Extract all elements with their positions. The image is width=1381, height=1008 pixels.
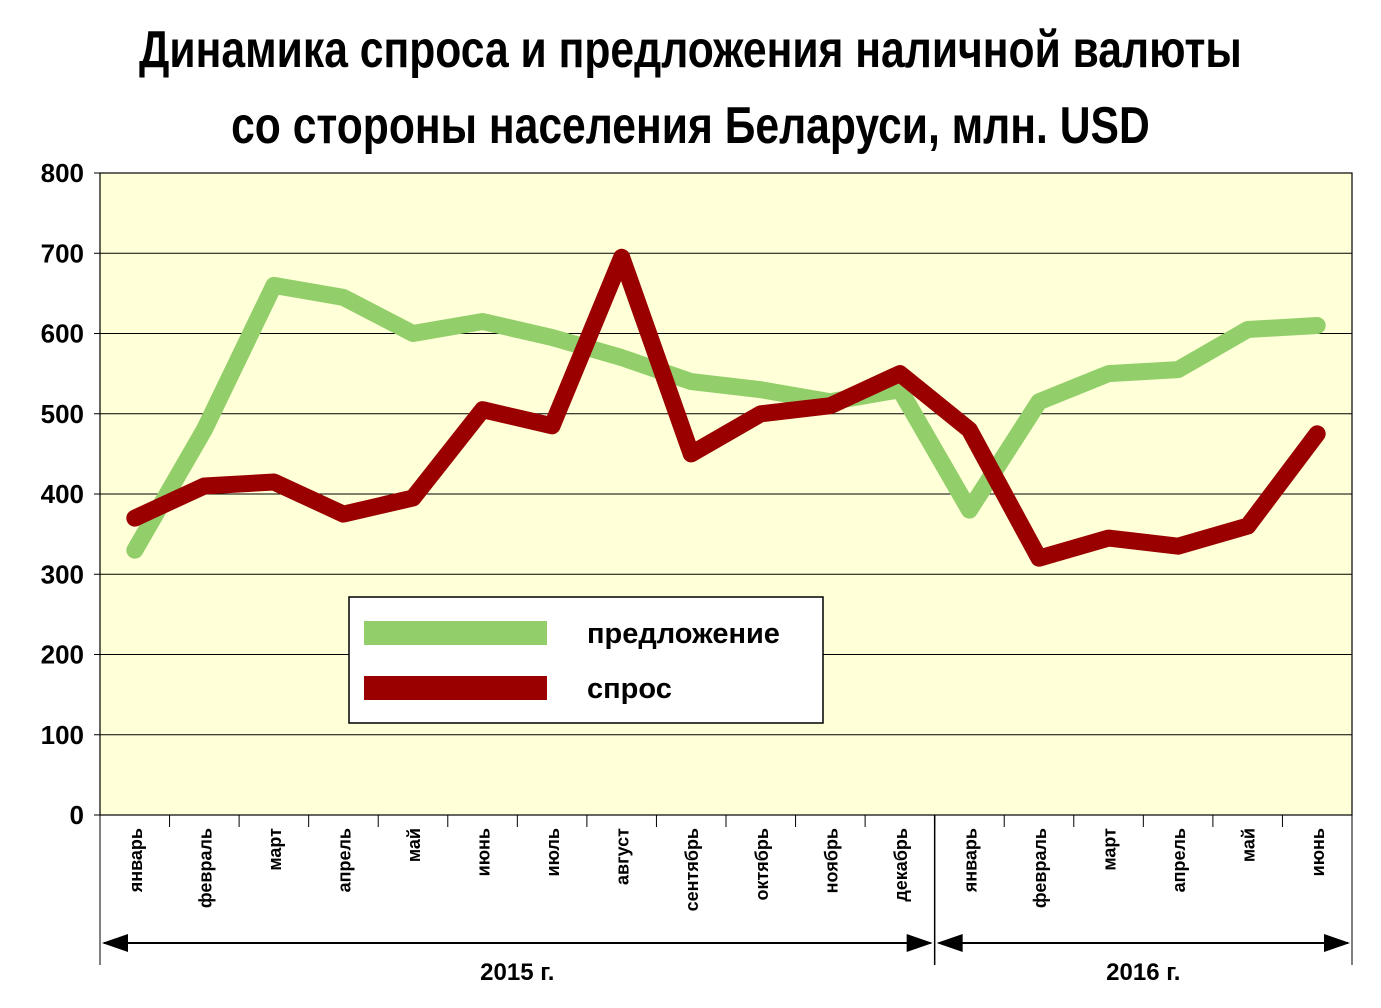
y-axis-ticks: 0 100 200 300 400 500 600 700 800	[41, 158, 100, 830]
x-tick-label: ноябрь	[821, 828, 841, 893]
x-tick-label: январь	[126, 828, 146, 893]
y-tick-label: 0	[70, 800, 84, 830]
x-tick-label: январь	[960, 828, 980, 893]
x-tick-label: апрель	[334, 828, 354, 892]
year-axis: 2015 г. 2016 г.	[99, 815, 1353, 986]
x-tick-label: июнь	[474, 828, 494, 876]
series-line-demand	[126, 248, 1326, 567]
year-arrow-right	[906, 934, 933, 952]
y-tick-label: 400	[41, 479, 84, 509]
x-tick-label: март	[265, 828, 285, 871]
x-tick-label: июль	[543, 828, 563, 877]
x-tick-label: март	[1100, 828, 1120, 871]
year-label: 2016 г.	[1106, 959, 1180, 986]
x-tick-label: апрель	[1169, 828, 1189, 892]
x-tick-label: февраль	[195, 828, 215, 908]
chart-title-line-2: со стороны населения Беларуси, млн. USD	[231, 97, 1150, 155]
x-tick-label: май	[1239, 828, 1259, 862]
x-tick-label: май	[404, 828, 424, 862]
year-arrow-left	[936, 934, 963, 952]
y-tick-label: 800	[41, 158, 84, 188]
x-tick-label: октябрь	[752, 828, 772, 901]
y-tick-label: 500	[41, 399, 84, 429]
legend-swatch	[364, 676, 547, 700]
x-tick-label: февраль	[1030, 828, 1050, 908]
x-tick-label: июнь	[1308, 828, 1328, 876]
series-lines	[126, 248, 1326, 567]
x-tick-label: сентябрь	[682, 828, 702, 911]
y-tick-label: 700	[41, 238, 84, 268]
year-arrow-left	[102, 934, 128, 952]
x-tick-label: август	[613, 828, 633, 885]
legend-label: предложение	[587, 618, 780, 650]
x-axis: январь февраль март апрель май июнь июль август…	[99, 815, 1353, 911]
x-tick-label: декабрь	[891, 828, 911, 902]
year-arrow-right	[1324, 934, 1350, 952]
legend: предложение спрос	[348, 596, 824, 724]
legend-label: спрос	[587, 673, 672, 705]
legend-box	[348, 596, 824, 724]
series-line-supply	[126, 276, 1326, 559]
y-tick-label: 600	[41, 319, 84, 349]
y-tick-label: 100	[41, 720, 84, 750]
year-label: 2015 г.	[480, 959, 554, 986]
chart-title-line-1: Динамика спроса и предложения наличной в…	[139, 21, 1242, 79]
legend-swatch	[364, 621, 547, 645]
y-tick-label: 200	[41, 640, 84, 670]
y-tick-label: 300	[41, 559, 84, 589]
